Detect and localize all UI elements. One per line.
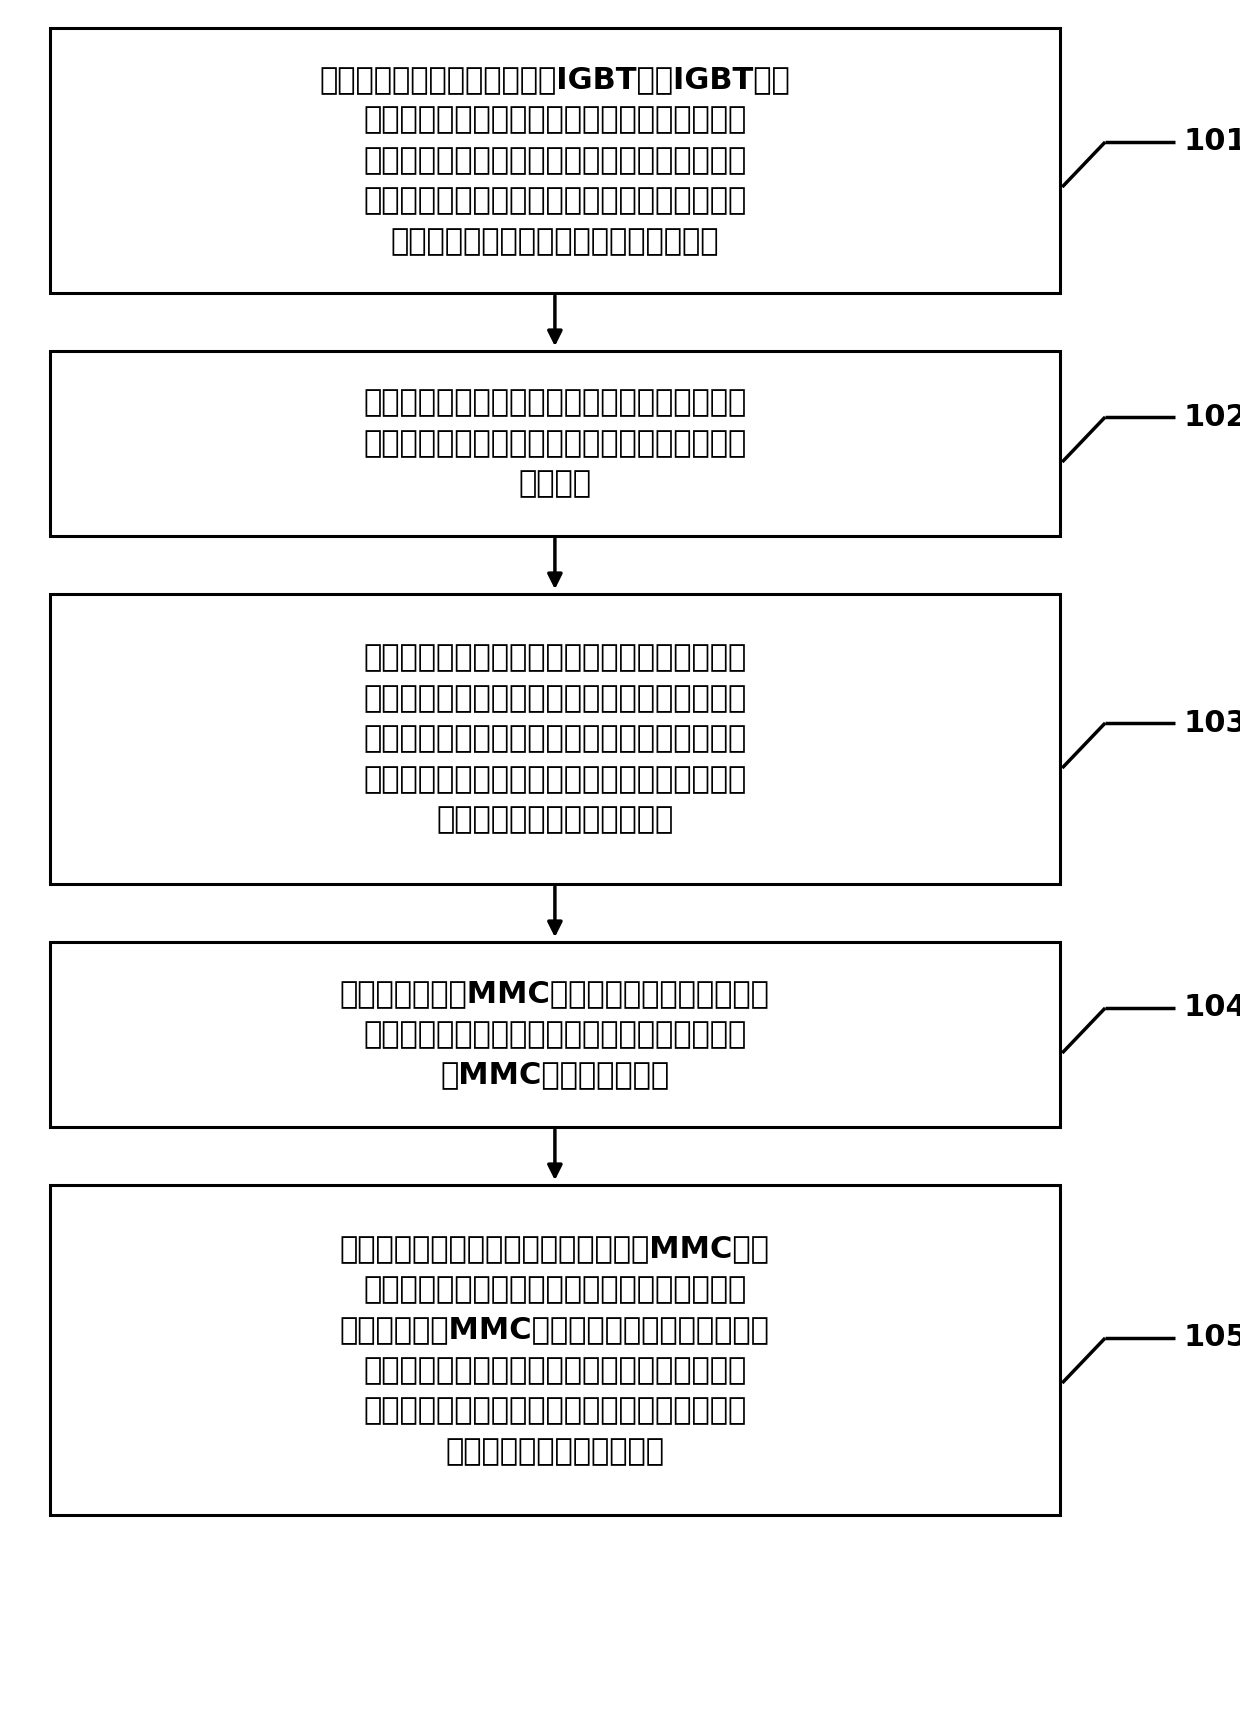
- Bar: [50, 593, 1060, 884]
- Text: 通过电磁暂态仿真软件对双半桥子模块MMC的仿
真电路网络进行仿真，在每一个仿真步长后获取
双半桥子模块MMC的仿真电路网络各个桥臂的桥
臂电流值，并将各个桥臂电: 通过电磁暂态仿真软件对双半桥子模块MMC的仿 真电路网络进行仿真，在每一个仿真步…: [340, 1233, 770, 1465]
- Text: 101: 101: [1183, 128, 1240, 156]
- Text: 根据快速嵌套求解算法消去伴随电路的割集网络
方程中的内部节点，获取双半桥子模块的诺顿等
效模型，并根据诺顿定理和戴维南定理互为对偶
的特性将双半桥子模块的诺顿等: 根据快速嵌套求解算法消去伴随电路的割集网络 方程中的内部节点，获取双半桥子模块的…: [363, 644, 746, 834]
- Bar: [50, 351, 1060, 536]
- Bar: [50, 943, 1060, 1126]
- Text: 将双半桥子模块MMC的各个子模块以双半桥子模
块的戴维南等效模型进行等效，获取双半桥子模
块MMC的仿真电路网络: 将双半桥子模块MMC的各个子模块以双半桥子模 块的戴维南等效模型进行等效，获取双…: [340, 979, 770, 1090]
- Bar: [50, 28, 1060, 292]
- Text: 确定伴随电路的内部节点和外部节点，对伴随电
路的支路和节点进行编号，获取伴随电路的割集
网络方程: 确定伴随电路的内部节点和外部节点，对伴随电 路的支路和节点进行编号，获取伴随电路…: [363, 389, 746, 498]
- Bar: [50, 1185, 1060, 1515]
- Text: 102: 102: [1183, 403, 1240, 431]
- Text: 105: 105: [1183, 1323, 1240, 1353]
- Text: 103: 103: [1183, 709, 1240, 737]
- Text: 104: 104: [1183, 993, 1240, 1022]
- Text: 将双半桥子模块拓扑结构中的IGBT和与IGBT反并
联的二极管等效为电导值可变的可变电导，并将
双半桥子模块拓扑结构中的电容通过梯形积分法
等效为非可变电导与历: 将双半桥子模块拓扑结构中的IGBT和与IGBT反并 联的二极管等效为电导值可变的…: [320, 66, 790, 256]
